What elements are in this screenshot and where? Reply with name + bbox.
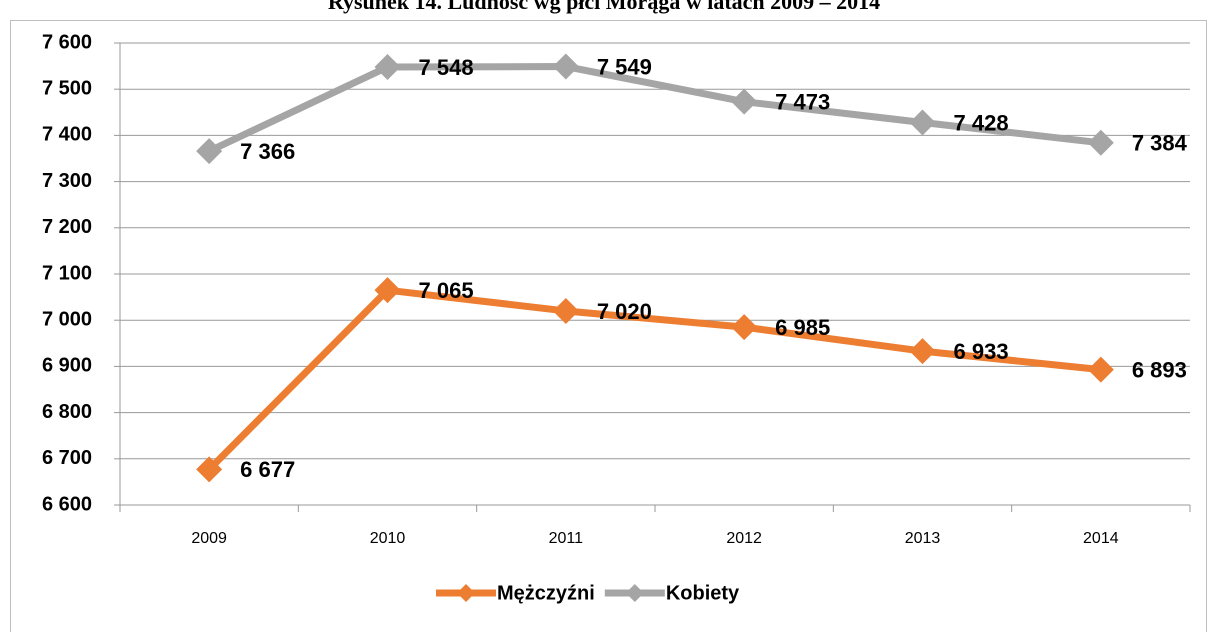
y-tick-label: 6 800 [42,401,92,423]
legend-label: Mężczyźni [497,582,595,604]
y-tick-label: 7 200 [42,216,92,238]
legend-marker [625,584,644,602]
x-tick-label: 2012 [726,530,762,547]
data-label: 7 065 [419,278,474,303]
chart-frame [10,20,1207,632]
marker [1087,356,1114,383]
data-label: 7 549 [597,54,652,79]
data-label: 6 933 [954,339,1009,364]
y-tick-label: 6 900 [42,355,92,377]
marker [196,138,223,165]
x-tick-label: 2010 [370,530,406,547]
data-label: 7 548 [419,55,474,80]
y-tick-label: 7 300 [42,170,92,192]
chart-title: Rysunek 14. Ludność wg płci Morąga w lat… [328,0,880,14]
series-line [207,63,1102,155]
data-label: 7 473 [775,89,830,114]
marker [552,297,579,324]
data-label: 6 677 [240,457,295,482]
y-tick-label: 6 600 [42,493,92,515]
data-label: 7 366 [240,139,295,164]
legend-label: Kobiety [666,582,740,604]
data-label: 6 985 [775,315,830,340]
marker [374,54,401,81]
y-tick-label: 7 400 [42,124,92,146]
marker [374,277,401,304]
x-tick-label: 2009 [191,530,227,547]
marker [1087,129,1114,156]
legend-marker [457,584,475,602]
y-tick-label: 7 600 [42,31,92,53]
x-tick-label: 2013 [905,530,941,547]
marker [196,456,223,483]
marker [909,338,936,365]
x-tick-label: 2014 [1083,530,1119,547]
data-label: 7 384 [1132,131,1188,156]
marker [731,88,758,115]
data-label: 7 428 [954,110,1009,135]
marker [552,53,579,80]
x-tick-label: 2011 [549,530,584,547]
y-tick-label: 6 700 [42,447,92,469]
data-label: 7 020 [597,299,652,324]
series-line [206,286,1102,472]
data-label: 6 893 [1132,357,1187,382]
y-tick-label: 7 000 [42,308,92,330]
y-tick-label: 7 500 [42,77,92,99]
marker [731,314,758,341]
marker [909,109,936,136]
y-tick-label: 7 100 [42,262,92,284]
